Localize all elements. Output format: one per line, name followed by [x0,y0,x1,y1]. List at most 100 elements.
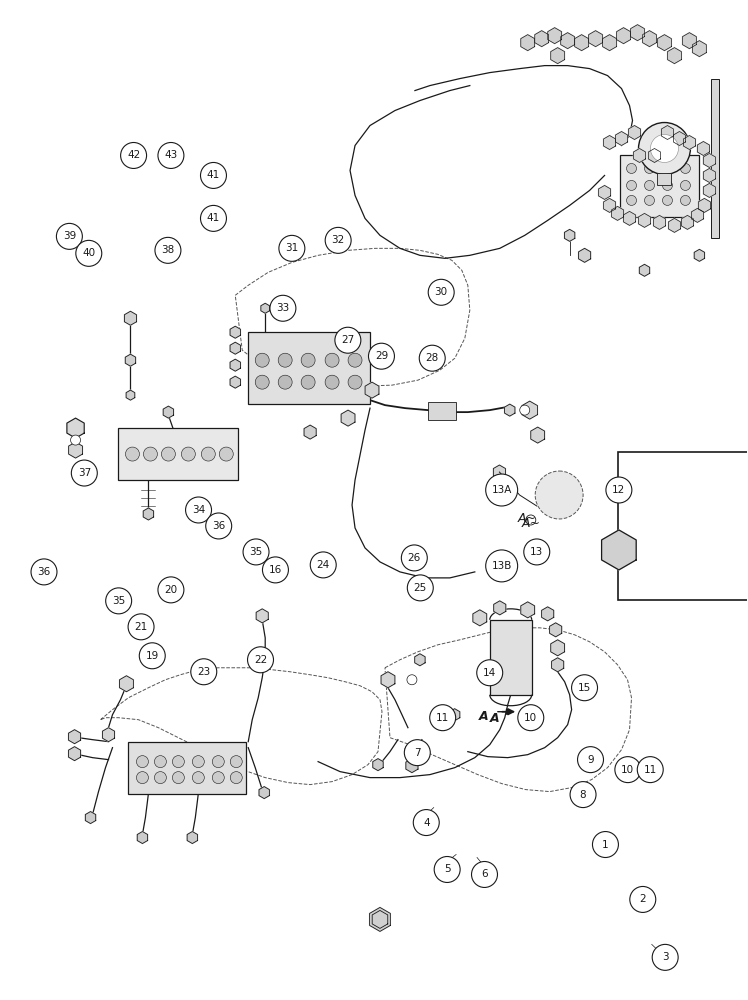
Circle shape [325,375,339,389]
Polygon shape [85,812,96,824]
Text: 13: 13 [530,547,543,557]
Circle shape [651,135,678,162]
Bar [118,428,239,480]
Text: 25: 25 [414,583,427,593]
Circle shape [155,237,181,263]
Circle shape [348,353,362,367]
Polygon shape [673,132,685,145]
Polygon shape [414,654,425,666]
Polygon shape [548,28,562,44]
Circle shape [70,435,81,445]
Text: 34: 34 [192,505,205,515]
Circle shape [663,180,672,190]
Circle shape [405,740,430,766]
Polygon shape [69,747,81,761]
Text: 41: 41 [207,170,220,180]
Polygon shape [406,759,418,773]
Circle shape [420,345,445,371]
Text: 4: 4 [423,818,429,828]
Polygon shape [624,211,636,225]
Circle shape [255,375,269,389]
Circle shape [136,772,148,784]
Text: 43: 43 [165,150,177,160]
Circle shape [139,643,165,669]
Polygon shape [143,508,153,520]
Circle shape [128,614,154,640]
Text: 13B: 13B [491,561,512,571]
Circle shape [577,747,604,773]
Polygon shape [137,832,147,844]
Polygon shape [535,31,548,47]
Text: 26: 26 [408,553,421,563]
Circle shape [172,756,184,768]
Circle shape [181,447,195,461]
Circle shape [154,772,166,784]
Polygon shape [124,311,136,325]
Polygon shape [657,35,672,51]
Circle shape [592,832,619,858]
Text: 9: 9 [587,755,594,765]
Text: A: A [479,710,488,723]
Circle shape [255,353,269,367]
Circle shape [652,944,678,970]
Circle shape [56,223,82,249]
Polygon shape [681,215,693,229]
Text: 35: 35 [249,547,263,557]
Circle shape [627,195,637,205]
Polygon shape [601,530,637,570]
Text: A: A [490,712,500,725]
Circle shape [270,295,296,321]
Circle shape [172,772,184,784]
Circle shape [408,575,433,601]
Polygon shape [684,136,696,149]
Polygon shape [304,425,316,439]
Polygon shape [230,342,240,354]
Bar [657,173,672,185]
Circle shape [536,471,583,519]
Circle shape [144,447,157,461]
Text: 6: 6 [481,869,488,879]
Circle shape [212,756,224,768]
Text: 36: 36 [37,567,51,577]
Circle shape [663,163,672,173]
Text: 22: 22 [254,655,267,665]
Text: 42: 42 [127,150,140,160]
Polygon shape [521,35,535,51]
Polygon shape [125,354,135,366]
Text: 31: 31 [285,243,298,253]
Circle shape [71,460,97,486]
Text: 1: 1 [602,840,609,850]
Polygon shape [612,206,624,220]
Polygon shape [616,28,631,44]
Polygon shape [69,442,82,458]
Text: 30: 30 [435,287,448,297]
Circle shape [570,782,596,808]
Circle shape [639,123,690,174]
Polygon shape [551,48,565,64]
Polygon shape [691,208,703,222]
Text: 7: 7 [414,748,420,758]
Polygon shape [628,126,640,140]
Circle shape [31,559,57,585]
Polygon shape [649,148,660,162]
Polygon shape [693,41,706,57]
Text: 24: 24 [316,560,330,570]
Circle shape [191,659,217,685]
Polygon shape [256,609,269,623]
Polygon shape [578,248,591,262]
Circle shape [219,447,233,461]
Polygon shape [261,303,269,313]
Circle shape [637,757,663,783]
Text: 20: 20 [165,585,177,595]
Circle shape [627,180,637,190]
Text: 35: 35 [112,596,125,606]
Circle shape [434,857,460,882]
Circle shape [243,539,269,565]
Circle shape [279,235,305,261]
Circle shape [154,756,166,768]
Circle shape [681,195,690,205]
Circle shape [627,163,637,173]
Polygon shape [531,427,545,443]
Text: 16: 16 [269,565,282,575]
Polygon shape [604,198,616,212]
